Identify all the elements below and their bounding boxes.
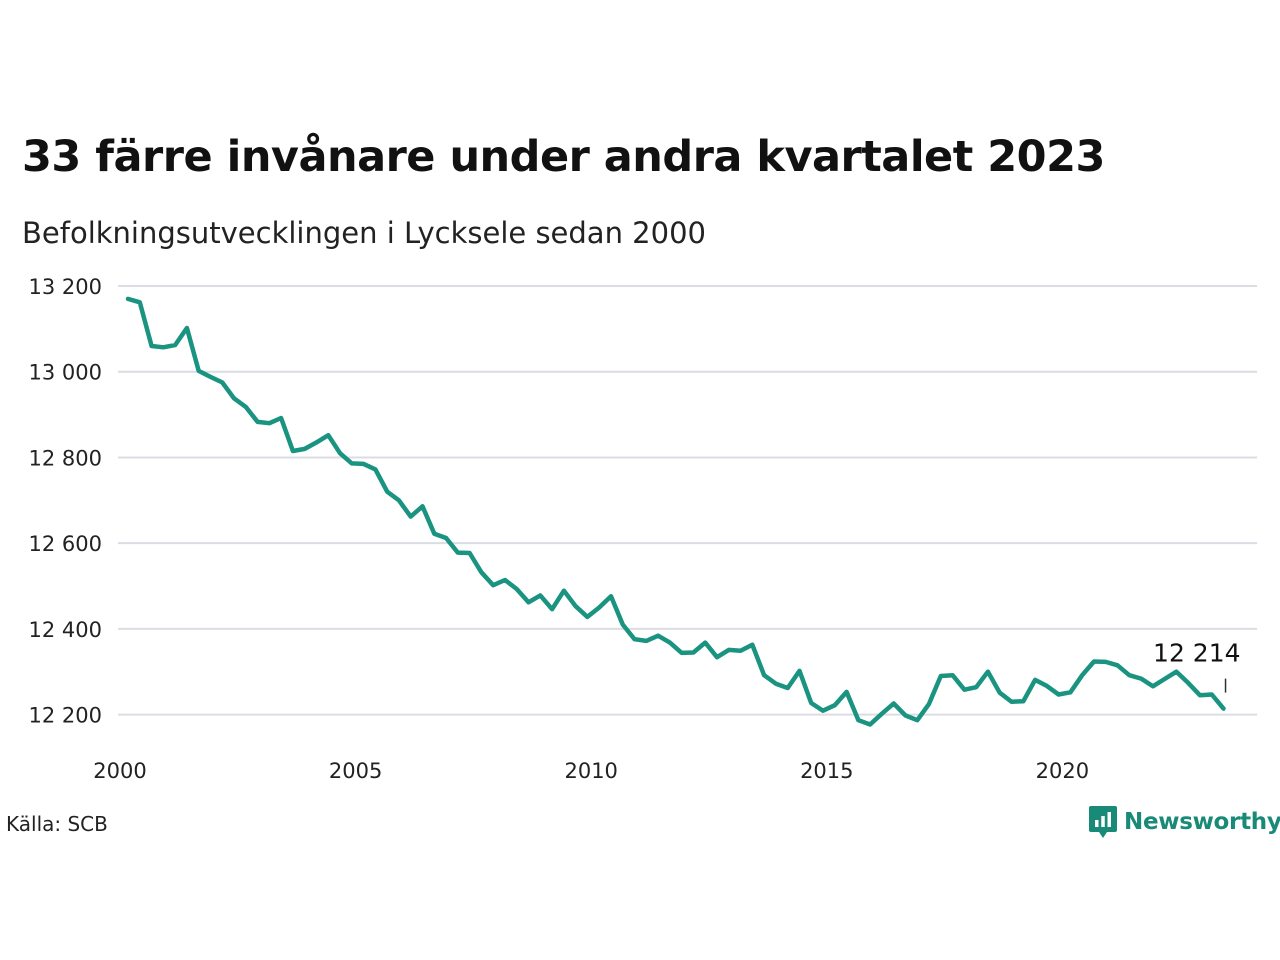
grid-lines — [118, 285, 1257, 716]
series-group — [125, 296, 1226, 727]
source-note: Källa: SCB — [6, 812, 108, 836]
chart-subtitle: Befolkningsutvecklingen i Lycksele sedan… — [22, 216, 706, 250]
y-tick-label: 12 600 — [29, 532, 102, 556]
x-tick-label: 2020 — [1036, 759, 1089, 783]
y-axis-tick-labels: 12 200 12 400 12 600 12 800 13 000 13 200 — [29, 275, 102, 728]
brand-name: Newsworthy — [1124, 809, 1280, 835]
y-tick-label: 13 000 — [29, 361, 102, 385]
series-line-population — [125, 296, 1226, 727]
end-value-label: 12 214 — [1153, 639, 1240, 668]
x-axis-tick-labels: 2000 2005 2010 2015 2020 — [93, 759, 1089, 783]
end-label-group: 12 214 — [1153, 639, 1241, 693]
brand-logo: Newsworthy — [1088, 804, 1280, 840]
chart-title: 33 färre invånare under andra kvartalet … — [22, 132, 1105, 182]
x-tick-label: 2000 — [93, 759, 146, 783]
y-tick-label: 12 800 — [29, 446, 102, 470]
x-tick-label: 2010 — [564, 759, 617, 783]
x-tick-label: 2005 — [329, 759, 382, 783]
newsworthy-logo-icon — [1089, 806, 1117, 838]
y-tick-label: 12 400 — [29, 618, 102, 642]
x-tick-label: 2015 — [800, 759, 853, 783]
y-tick-label: 13 200 — [29, 275, 102, 299]
y-tick-label: 12 200 — [29, 704, 102, 728]
